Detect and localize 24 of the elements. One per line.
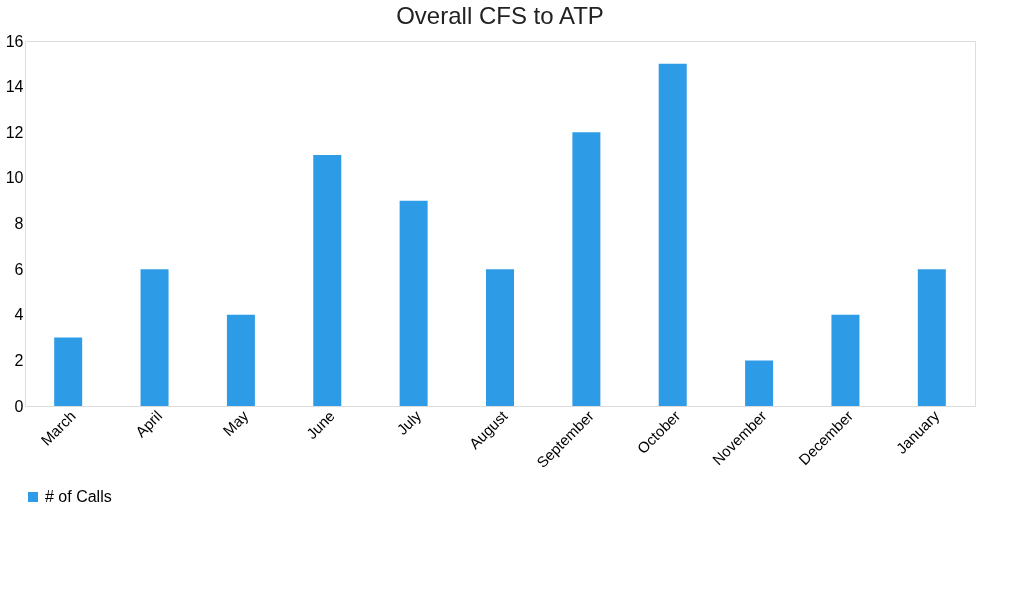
y-tick-label: 4 xyxy=(14,306,24,324)
bar xyxy=(831,314,860,406)
bar xyxy=(313,155,342,406)
bar xyxy=(745,360,774,406)
y-tick-label: 6 xyxy=(14,260,24,278)
x-tick-label: July xyxy=(393,406,425,438)
x-tick-label: May xyxy=(219,406,252,440)
bar xyxy=(226,314,255,406)
bar xyxy=(399,200,428,406)
bar xyxy=(486,269,514,406)
y-tick-label: 10 xyxy=(5,169,24,187)
bar xyxy=(572,132,601,406)
legend-label: # of Calls xyxy=(45,488,112,505)
bar xyxy=(917,269,946,406)
y-tick-label: 0 xyxy=(14,397,24,415)
y-tick-label: 8 xyxy=(14,215,24,232)
y-tick-label: 14 xyxy=(5,78,24,96)
y-tick-label: 12 xyxy=(5,123,24,141)
bar xyxy=(140,269,169,406)
bar xyxy=(54,337,83,406)
y-tick-label: 16 xyxy=(5,32,24,50)
y-tick-label: 2 xyxy=(14,351,24,369)
chart-title: Overall CFS to ATP xyxy=(396,2,604,29)
bar xyxy=(658,63,687,406)
